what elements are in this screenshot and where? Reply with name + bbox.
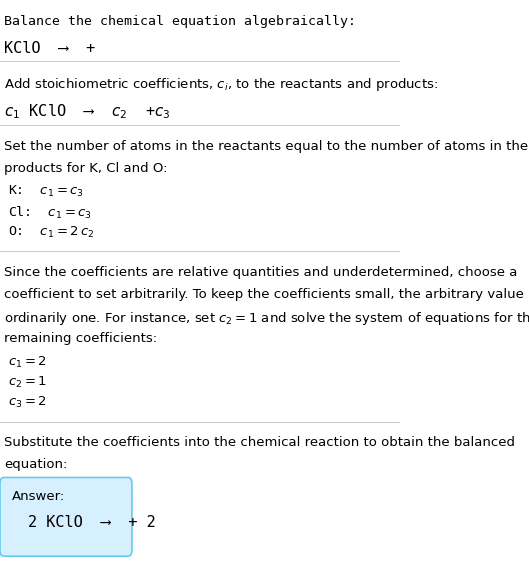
Text: remaining coefficients:: remaining coefficients: [4,332,157,345]
Text: $c_1$ KClO  ⟶  $c_2$  +$c_3$: $c_1$ KClO ⟶ $c_2$ +$c_3$ [4,102,171,121]
Text: $c_3 = 2$: $c_3 = 2$ [8,395,47,410]
Text: Since the coefficients are relative quantities and underdetermined, choose a: Since the coefficients are relative quan… [4,266,517,279]
Text: Answer:: Answer: [12,490,65,503]
FancyBboxPatch shape [0,477,132,556]
Text: $c_1 = 2$: $c_1 = 2$ [8,354,47,370]
Text: ordinarily one. For instance, set $c_2 = 1$ and solve the system of equations fo: ordinarily one. For instance, set $c_2 =… [4,310,529,327]
Text: products for K, Cl and O:: products for K, Cl and O: [4,162,168,175]
Text: Set the number of atoms in the reactants equal to the number of atoms in the: Set the number of atoms in the reactants… [4,140,528,153]
Text: $c_2 = 1$: $c_2 = 1$ [8,375,47,390]
Text: O:  $c_1 = 2\,c_2$: O: $c_1 = 2\,c_2$ [8,225,95,240]
Text: coefficient to set arbitrarily. To keep the coefficients small, the arbitrary va: coefficient to set arbitrarily. To keep … [4,288,529,301]
Text: KClO  ⟶  +: KClO ⟶ + [4,41,95,56]
Text: Add stoichiometric coefficients, $c_i$, to the reactants and products:: Add stoichiometric coefficients, $c_i$, … [4,76,438,93]
Text: Balance the chemical equation algebraically:: Balance the chemical equation algebraica… [4,15,356,27]
Text: 2 KClO  ⟶  + 2: 2 KClO ⟶ + 2 [28,515,156,531]
Text: Substitute the coefficients into the chemical reaction to obtain the balanced: Substitute the coefficients into the che… [4,436,515,449]
Text: K:  $c_1 = c_3$: K: $c_1 = c_3$ [8,184,84,199]
Text: Cl:  $c_1 = c_3$: Cl: $c_1 = c_3$ [8,205,92,221]
Text: equation:: equation: [4,458,67,471]
